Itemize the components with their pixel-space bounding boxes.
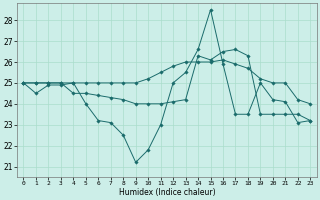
X-axis label: Humidex (Indice chaleur): Humidex (Indice chaleur)	[119, 188, 215, 197]
